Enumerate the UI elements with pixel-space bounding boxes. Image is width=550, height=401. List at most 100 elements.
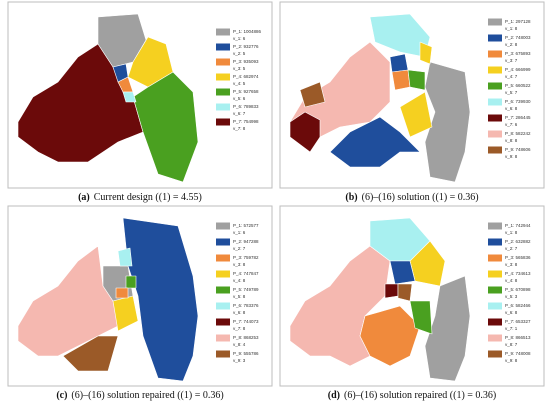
legend-label: v_7: 1	[505, 326, 518, 331]
caption-label: (b)	[345, 192, 357, 203]
legend-label: v_6: 8	[233, 310, 246, 315]
legend-swatch	[488, 98, 502, 106]
legend-label: v_9: 3	[233, 358, 246, 363]
legend-swatch	[488, 18, 502, 26]
legend-label: P_3: 935093	[233, 59, 259, 64]
legend-swatch	[216, 334, 230, 342]
district	[409, 300, 433, 335]
caption-label: (c)	[56, 390, 67, 401]
legend-label: P_2: 632882	[505, 239, 531, 244]
legend-swatch	[216, 318, 230, 326]
legend-label: P_7: 286445	[505, 115, 531, 120]
legend-swatch	[216, 222, 230, 230]
legend-label: P_8: 868253	[233, 335, 259, 340]
legend-label: v_9: 8	[505, 358, 518, 363]
district	[299, 81, 326, 108]
legend-label: P_8: 866513	[505, 335, 531, 340]
legend-label: P_4: 666999	[505, 67, 531, 72]
legend-swatch	[488, 66, 502, 74]
legend-swatch	[216, 254, 230, 262]
legend-label: v_2: 8	[505, 42, 518, 47]
legend-label: P_4: 734613	[505, 271, 531, 276]
district	[389, 260, 416, 285]
district	[359, 305, 421, 367]
legend-label: v_8: 7	[505, 342, 518, 347]
map-panel	[279, 1, 545, 189]
legend-label: P_9: 748606	[505, 147, 531, 152]
legend-label: P_1: 1004886	[233, 29, 262, 34]
legend-label: v_6: 8	[505, 106, 518, 111]
legend-swatch	[488, 302, 502, 310]
legend-swatch	[488, 130, 502, 138]
district	[407, 69, 426, 91]
legend-label: v_4: 8	[505, 278, 518, 283]
district	[424, 61, 471, 183]
district	[125, 275, 137, 289]
legend-label: v_5: 7	[505, 90, 518, 95]
legend-label: P_6: 739930	[505, 99, 531, 104]
legend-swatch	[216, 286, 230, 294]
district	[391, 69, 411, 91]
district	[384, 283, 399, 299]
legend-label: v_4: 8	[233, 278, 246, 283]
legend-swatch	[488, 34, 502, 42]
legend-label: P_2: 947288	[233, 239, 259, 244]
legend-label: v_1: 8	[505, 26, 518, 31]
district	[115, 287, 129, 299]
legend-label: v_2: 7	[233, 246, 246, 251]
legend-label: P_3: 565836	[505, 255, 531, 260]
legend-swatch	[488, 254, 502, 262]
legend-swatch	[488, 238, 502, 246]
legend-swatch	[488, 286, 502, 294]
legend-label: P_9: 748008	[505, 351, 531, 356]
district	[117, 247, 133, 267]
legend-label: P_9: 555786	[233, 351, 259, 356]
legend-swatch	[488, 318, 502, 326]
legend-label: P_7: 754998	[233, 119, 259, 124]
legend-label: P_5: 670898	[505, 287, 531, 292]
district	[132, 71, 199, 183]
legend-label: P_1: 572577	[233, 223, 259, 228]
legend-label: P_4: 682974	[233, 74, 259, 79]
legend-label: P_2: 932776	[233, 44, 259, 49]
legend-label: v_3: 8	[233, 262, 246, 267]
district	[397, 283, 413, 302]
legend-label: v_7: 8	[233, 126, 246, 131]
legend-label: P_5: 660522	[505, 83, 531, 88]
legend-swatch	[488, 50, 502, 58]
legend-swatch	[216, 43, 230, 51]
legend-label: P_3: 675893	[505, 51, 531, 56]
caption-text: (6)–(16) solution repaired ((1) = 0.36)	[344, 390, 496, 401]
caption: (d) (6)–(16) solution repaired ((1) = 0.3…	[328, 390, 497, 401]
district	[122, 91, 137, 103]
legend-label: v_3: 8	[505, 262, 518, 267]
caption-label: (d)	[328, 390, 340, 401]
legend-label: v_5: 6	[233, 96, 246, 101]
legend-label: P_5: 749789	[233, 287, 259, 292]
legend-swatch	[488, 270, 502, 278]
legend-swatch	[216, 302, 230, 310]
legend-label: v_7: 8	[233, 326, 246, 331]
legend-label: v_8: 4	[233, 342, 246, 347]
legend-label: P_6: 789833	[233, 104, 259, 109]
legend-label: v_4: 5	[233, 81, 246, 86]
legend-swatch	[216, 73, 230, 81]
legend-label: P_7: 653327	[505, 319, 531, 324]
legend-label: v_1: 6	[233, 36, 246, 41]
legend-label: P_4: 747847	[233, 271, 259, 276]
legend-label: v_2: 7	[505, 246, 518, 251]
legend-swatch	[488, 82, 502, 90]
caption-text: (6)–(16) solution repaired ((1) = 0.36)	[71, 390, 223, 401]
legend-swatch	[216, 88, 230, 96]
legend-swatch	[488, 334, 502, 342]
legend-label: v_7: 6	[505, 122, 518, 127]
legend-swatch	[216, 58, 230, 66]
caption-text: Current design ((1) = 4.55)	[94, 192, 202, 203]
district	[419, 41, 433, 65]
caption: (a) Current design ((1) = 4.55)	[78, 192, 202, 203]
legend-label: v_1: 8	[505, 230, 518, 235]
legend-label: v_9: 8	[505, 154, 518, 159]
legend-label: v_8: 8	[505, 138, 518, 143]
legend-label: P_6: 582466	[505, 303, 531, 308]
